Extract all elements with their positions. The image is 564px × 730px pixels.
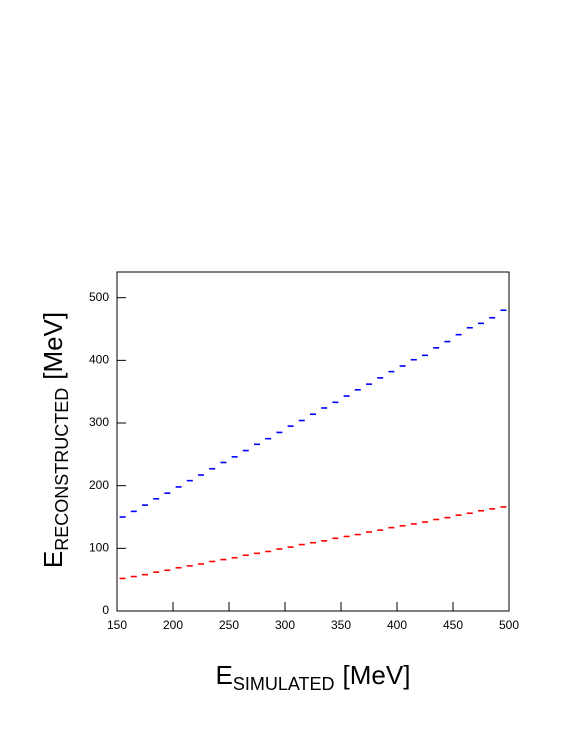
y-tick-label: 100 bbox=[89, 541, 109, 555]
x-tick-label: 250 bbox=[219, 618, 239, 632]
y-title-main: E bbox=[38, 551, 68, 568]
y-tick-label: 200 bbox=[89, 478, 109, 492]
x-tick-label: 450 bbox=[443, 618, 463, 632]
y-axis-title: ERECONSTRUCTED [MeV] bbox=[38, 312, 72, 568]
x-tick-label: 500 bbox=[499, 618, 519, 632]
x-tick-label: 150 bbox=[107, 618, 127, 632]
x-tick-label: 300 bbox=[275, 618, 295, 632]
y-tick-label: 300 bbox=[89, 415, 109, 429]
plot-frame bbox=[116, 271, 510, 612]
x-tick-label: 350 bbox=[331, 618, 351, 632]
y-title-unit: [MeV] bbox=[38, 312, 68, 380]
y-title-sub: RECONSTRUCTED bbox=[52, 388, 72, 551]
x-tick-label: 400 bbox=[387, 618, 407, 632]
x-axis-title: ESIMULATED [MeV] bbox=[216, 660, 411, 694]
y-tick-label: 400 bbox=[89, 353, 109, 367]
y-tick-label: 500 bbox=[89, 290, 109, 304]
x-tick-label: 200 bbox=[163, 618, 183, 632]
x-title-sub: SIMULATED bbox=[233, 674, 335, 694]
y-tick-label: 0 bbox=[102, 603, 109, 617]
x-title-unit: [MeV] bbox=[343, 660, 411, 690]
x-title-main: E bbox=[216, 660, 233, 690]
